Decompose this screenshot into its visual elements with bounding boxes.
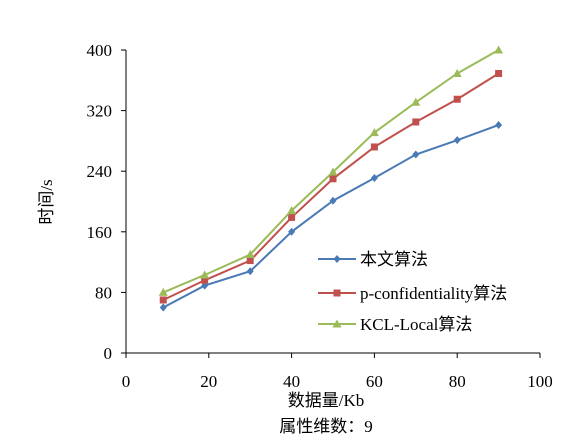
legend-item-2: p-confidentiality算法: [318, 284, 507, 303]
data-point: [495, 120, 503, 129]
legend-marker: [333, 289, 341, 297]
series-2: [159, 69, 503, 304]
x-tick-label: 0: [122, 372, 131, 391]
axes: 0 80 160 240 320 400 0 20 40 60 80 100: [87, 41, 553, 391]
data-point: [370, 143, 378, 151]
y-tick-label: 240: [87, 162, 113, 181]
data-point: [453, 95, 461, 103]
x-tick-label: 60: [366, 372, 383, 391]
data-point: [246, 257, 254, 265]
x-tick-label: 20: [200, 372, 217, 391]
data-point: [159, 296, 167, 304]
x-axis-label: 数据量/Kb: [288, 391, 365, 410]
legend: 本文算法 p-confidentiality算法 KCL-Local算法: [318, 250, 507, 334]
data-point: [329, 175, 337, 183]
y-tick-label: 160: [87, 223, 113, 242]
legend-label: p-confidentiality算法: [360, 284, 507, 303]
chart-caption: 属性维数：9: [279, 417, 373, 436]
data-point: [158, 287, 168, 296]
series-line: [162, 124, 499, 309]
data-point: [495, 69, 503, 77]
data-point: [288, 227, 296, 236]
data-point: [411, 97, 421, 106]
y-tick-label: 80: [95, 283, 112, 302]
data-point: [452, 68, 462, 77]
data-point: [412, 150, 420, 159]
y-tick-label: 320: [87, 102, 113, 121]
x-tick-label: 80: [449, 372, 466, 391]
series-1: [159, 120, 503, 312]
data-point: [288, 213, 296, 221]
legend-label: 本文算法: [360, 250, 428, 269]
data-point: [245, 250, 255, 259]
plot-area: [158, 45, 504, 312]
data-point: [246, 267, 254, 276]
data-point: [159, 303, 167, 312]
data-point: [200, 270, 210, 279]
y-tick-label: 400: [87, 41, 113, 60]
legend-item-1: 本文算法: [318, 250, 428, 269]
data-point: [369, 128, 379, 137]
data-point: [201, 276, 209, 284]
x-tick-label: 100: [527, 372, 553, 391]
legend-label: KCL-Local算法: [360, 315, 472, 334]
data-point: [328, 167, 338, 176]
data-point: [412, 118, 420, 126]
y-axis-label: 时间/s: [37, 179, 56, 224]
x-tick-label: 40: [283, 372, 300, 391]
series-line: [162, 72, 500, 301]
legend-marker: [332, 319, 342, 328]
series-3: [158, 45, 504, 296]
data-point: [329, 196, 337, 205]
data-point: [453, 136, 461, 145]
data-point: [494, 45, 504, 54]
data-point: [287, 206, 297, 215]
y-tick-label: 0: [104, 344, 113, 363]
data-point: [370, 174, 378, 183]
legend-item-3: KCL-Local算法: [318, 315, 472, 334]
legend-marker: [333, 255, 341, 263]
